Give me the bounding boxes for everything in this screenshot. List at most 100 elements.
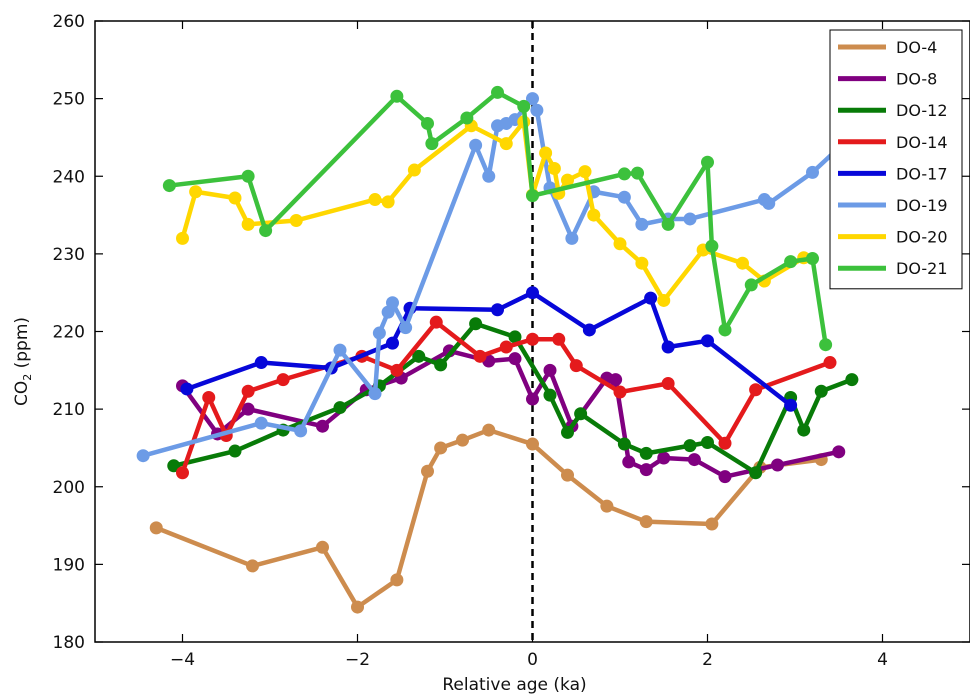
data-point-do-20 (189, 185, 203, 199)
data-point-do-12 (167, 459, 181, 473)
data-point-do-21 (162, 179, 176, 193)
data-point-do-14 (569, 359, 583, 373)
y-axis-label-subscript: 2 (21, 374, 34, 381)
data-point-do-12 (469, 317, 483, 331)
data-point-do-20 (539, 146, 553, 160)
y-tick-label: 260 (53, 12, 85, 32)
data-point-do-19 (386, 296, 399, 310)
data-point-do-4 (600, 499, 614, 513)
data-point-do-8 (771, 458, 784, 472)
data-point-do-4 (421, 464, 434, 478)
data-point-do-21 (701, 155, 714, 169)
series-do-12 (167, 317, 859, 480)
data-point-do-12 (574, 407, 588, 421)
data-point-do-21 (421, 116, 434, 130)
x-tick-label: −2 (345, 650, 370, 670)
data-point-do-19 (333, 343, 347, 357)
data-point-do-17 (701, 334, 714, 348)
y-tick-label: 230 (53, 245, 85, 265)
data-point-do-12 (228, 444, 242, 458)
data-point-do-19 (399, 321, 413, 335)
legend-label-do-8: DO-8 (896, 70, 937, 89)
series-do-21 (162, 85, 833, 352)
series-do-14 (176, 315, 837, 480)
data-point-do-20 (228, 191, 242, 205)
data-point-do-21 (617, 167, 631, 181)
data-point-do-19 (530, 103, 544, 117)
series-line-do-14 (180, 319, 831, 474)
data-point-do-14 (823, 356, 837, 370)
data-point-do-14 (613, 385, 627, 399)
data-point-do-21 (526, 189, 539, 203)
data-point-do-14 (552, 332, 566, 346)
data-point-do-19 (482, 169, 496, 183)
data-point-do-21 (718, 323, 732, 337)
data-point-do-21 (491, 85, 504, 99)
legend: DO-4 DO-8 DO-12 DO-14 DO-17 DO-19 DO-20 DO-21 (829, 29, 963, 290)
data-point-do-19 (617, 190, 631, 204)
data-point-do-12 (797, 423, 811, 437)
data-point-do-12 (434, 358, 448, 372)
data-point-do-8 (316, 419, 329, 433)
data-point-do-19 (526, 92, 539, 106)
data-point-do-19 (368, 387, 382, 401)
data-point-do-21 (819, 338, 833, 352)
y-tick-label: 220 (53, 323, 85, 343)
data-point-do-14 (429, 315, 443, 329)
data-point-do-20 (176, 231, 189, 245)
data-point-do-8 (687, 453, 701, 467)
data-point-do-4 (482, 423, 496, 437)
data-point-do-19 (635, 217, 649, 231)
data-point-do-20 (587, 208, 601, 222)
y-tick-label: 240 (53, 167, 85, 187)
data-point-do-20 (657, 293, 671, 307)
data-point-do-20 (547, 161, 561, 175)
y-axis-label-main: CO (12, 381, 32, 406)
data-point-do-14 (202, 390, 216, 404)
data-point-do-4 (246, 559, 259, 573)
data-point-do-12 (617, 437, 631, 451)
data-point-do-21 (425, 137, 439, 151)
data-point-do-20 (499, 137, 513, 151)
data-point-do-8 (718, 470, 732, 484)
data-point-do-8 (639, 463, 653, 477)
data-point-do-17 (254, 356, 268, 370)
x-tick-label: 2 (702, 650, 713, 670)
data-point-do-12 (333, 401, 347, 415)
x-tick-label: 4 (877, 650, 888, 670)
data-point-do-21 (631, 166, 644, 180)
series-group (136, 21, 872, 642)
data-point-do-4 (456, 433, 469, 447)
x-tick-label: 0 (527, 650, 538, 670)
legend-label-do-14: DO-14 (896, 133, 948, 152)
y-tick-label: 200 (53, 478, 85, 498)
data-point-do-21 (661, 217, 675, 231)
data-point-do-8 (241, 402, 255, 416)
series-do-4 (149, 423, 828, 614)
data-point-do-21 (784, 255, 798, 269)
data-point-do-12 (639, 446, 653, 460)
data-point-do-17 (644, 291, 658, 305)
data-point-do-12 (845, 373, 859, 387)
data-point-do-17 (386, 336, 399, 350)
data-point-do-20 (578, 165, 592, 179)
data-point-do-4 (561, 468, 574, 482)
data-point-do-14 (241, 384, 255, 398)
data-point-do-12 (814, 384, 828, 398)
legend-label-do-17: DO-17 (896, 164, 948, 183)
data-point-do-21 (241, 169, 255, 183)
data-point-do-8 (622, 455, 636, 469)
data-point-do-14 (661, 377, 675, 391)
data-point-do-19 (565, 231, 579, 245)
data-point-do-19 (683, 212, 697, 226)
data-point-do-20 (613, 237, 627, 251)
data-point-do-17 (582, 323, 596, 337)
data-point-do-8 (657, 451, 671, 465)
data-point-do-4 (639, 515, 653, 529)
x-axis-label: Relative age (ka) (442, 675, 586, 695)
data-point-do-20 (561, 173, 574, 187)
data-point-do-19 (762, 196, 776, 210)
legend-label-do-12: DO-12 (896, 101, 948, 120)
legend-label-do-20: DO-20 (896, 228, 948, 247)
